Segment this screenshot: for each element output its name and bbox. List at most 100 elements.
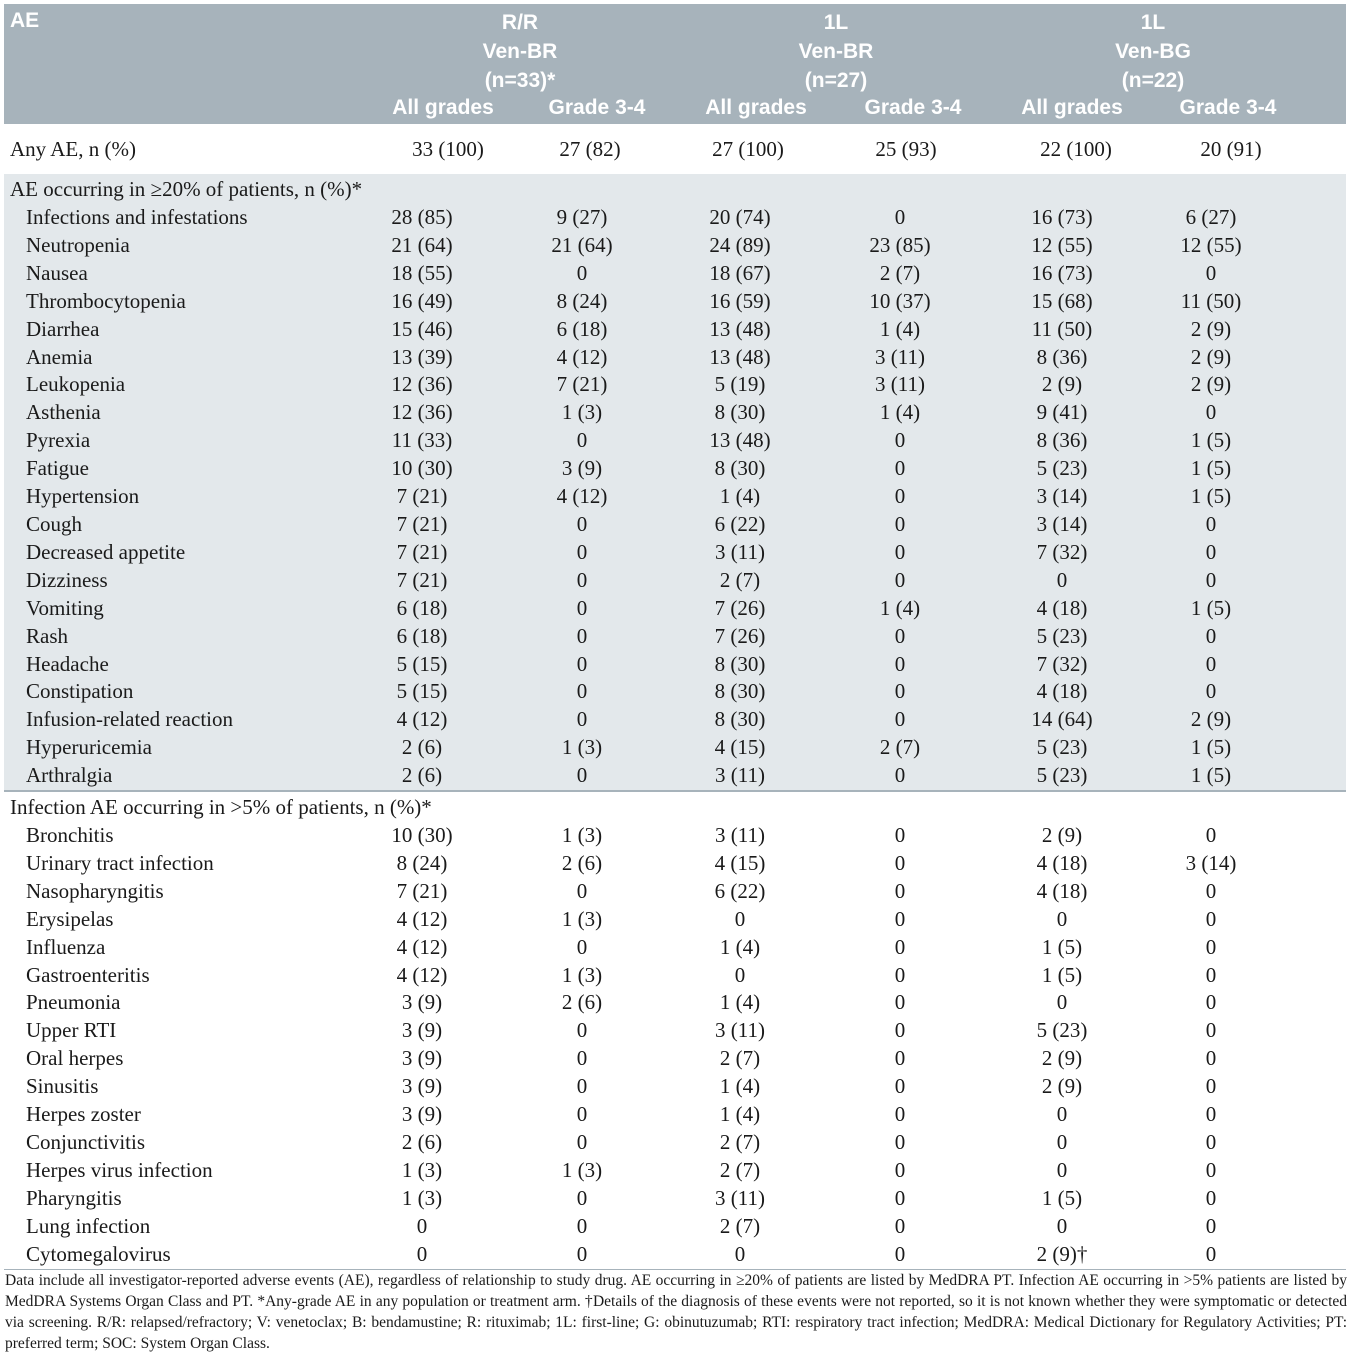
subheader-all-grades: All grades	[705, 96, 807, 119]
row-label: Thrombocytopenia	[26, 288, 186, 313]
table-cell: 12 (55)	[1180, 232, 1242, 257]
table-cell: 0	[1056, 1213, 1068, 1238]
table-cell: 1 (3)	[561, 1157, 603, 1182]
table-cell: 0	[894, 679, 906, 704]
row-label: Herpes zoster	[26, 1102, 141, 1127]
table-cell: 0	[1205, 260, 1217, 285]
table-cell: 6 (18)	[556, 316, 608, 341]
table-cell: 5 (15)	[396, 679, 448, 704]
row-label: Cough	[26, 511, 83, 536]
table-cell: 0	[576, 428, 588, 453]
table-row: Nausea 18 (55) 0 18 (67) 2 (7) 16 (73) 0	[4, 259, 1346, 288]
table-cell: 7 (21)	[556, 372, 608, 397]
table-cell: 8 (30)	[714, 651, 766, 676]
table-cell: 1 (3)	[561, 962, 603, 987]
table-cell: 13 (48)	[709, 344, 771, 369]
table-cell: 0	[894, 511, 906, 536]
table-cell: 10 (30)	[391, 456, 453, 481]
table-cell: 25 (93)	[875, 137, 937, 161]
table-row: Anemia 13 (39) 4 (12) 13 (48) 3 (11) 8 (36) 2 …	[4, 343, 1346, 372]
table-cell: 0	[734, 962, 746, 987]
table-cell: 0	[1205, 962, 1217, 987]
table-cell: 13 (48)	[709, 428, 771, 453]
table-cell: 3 (11)	[875, 344, 925, 369]
table-cell: 2 (6)	[401, 1130, 443, 1154]
table-cell: 0	[1205, 1074, 1217, 1099]
row-label: Infusion-related reaction	[26, 707, 233, 732]
table-row: Erysipelas 4 (12) 1 (3) 0 0 0 0	[4, 906, 1346, 934]
table-cell: 0	[894, 456, 906, 481]
row-label: Headache	[26, 651, 109, 676]
table-row: Asthenia 12 (36) 1 (3) 8 (30) 1 (4) 9 (41) 0	[4, 399, 1346, 428]
arm-line: Ven-BG	[1115, 40, 1191, 63]
table-cell: 0	[1205, 1213, 1217, 1238]
table-cell: 4 (18)	[1036, 595, 1088, 620]
table-cell: 0	[576, 934, 588, 959]
table-row: Oral herpes 3 (9) 0 2 (7) 0 2 (9) 0	[4, 1045, 1346, 1073]
table-cell: 0	[1056, 1102, 1068, 1127]
table-cell: 2 (6)	[561, 990, 603, 1015]
table-cell: 0	[1205, 651, 1217, 676]
table-cell: 0	[894, 539, 906, 564]
table-cell: 4 (18)	[1036, 850, 1088, 875]
section-title: AE occurring in ≥20% of patients, n (%)*	[10, 177, 363, 201]
table-cell: 21 (64)	[551, 232, 613, 257]
table-cell: 0	[576, 1241, 588, 1266]
table-cell: 1 (4)	[879, 400, 921, 425]
table-cell: 2 (7)	[879, 735, 921, 760]
table-row: Conjunctivitis 2 (6) 0 2 (7) 0 0 0	[4, 1129, 1346, 1157]
row-label: Fatigue	[26, 456, 89, 481]
table-cell: 8 (24)	[556, 288, 608, 313]
table-row: Sinusitis 3 (9) 0 1 (4) 0 2 (9) 0	[4, 1073, 1346, 1101]
table-row: Arthralgia 2 (6) 0 3 (11) 0 5 (23) 1 (5)	[4, 762, 1346, 792]
table-cell: 8 (30)	[714, 400, 766, 425]
table-row: Infusion-related reaction 4 (12) 0 8 (30) 0 1…	[4, 706, 1346, 735]
table-cell: 0	[1205, 1102, 1217, 1127]
section-title: Infection AE occurring in >5% of patient…	[4, 790, 1346, 823]
table-cell: 1 (5)	[1190, 735, 1232, 760]
table-cell: 0	[576, 651, 588, 676]
row-label: Asthenia	[26, 400, 101, 425]
table-row: Fatigue 10 (30) 3 (9) 8 (30) 0 5 (23) 1 (5)	[4, 455, 1346, 484]
table-cell: 15 (68)	[1031, 288, 1093, 313]
table-cell: 3 (11)	[875, 372, 925, 397]
table-row: Hypertension 7 (21) 4 (12) 1 (4) 0 3 (14) 1 (5…	[4, 483, 1346, 511]
table-cell: 20 (91)	[1200, 137, 1262, 161]
table-cell: 1 (5)	[1190, 456, 1232, 481]
row-label: Gastroenteritis	[26, 962, 150, 987]
table-cell: 2 (7)	[719, 1130, 761, 1154]
table-cell: 3 (11)	[715, 539, 765, 564]
table-cell: 0	[894, 962, 906, 987]
table-cell: 0	[894, 1241, 906, 1266]
table-cell: 0	[576, 1130, 588, 1154]
table-cell: 3 (11)	[715, 763, 765, 788]
table-cell: 0	[894, 205, 906, 229]
table-cell: 10 (37)	[869, 288, 931, 313]
table-cell: 1 (3)	[561, 400, 603, 425]
table-row: Lung infection 0 0 2 (7) 0 0 0	[4, 1213, 1346, 1241]
row-label: Any AE, n (%)	[10, 137, 136, 161]
table-cell: 0	[576, 763, 588, 788]
row-label: Constipation	[26, 679, 134, 704]
table-cell: 1 (4)	[719, 934, 761, 959]
table-cell: 0	[576, 1018, 588, 1043]
table-cell: 0	[576, 260, 588, 285]
table-cell: 16 (49)	[391, 288, 453, 313]
table-row: Leukopenia 12 (36) 7 (21) 5 (19) 3 (11) 2 (9)…	[4, 371, 1346, 400]
ae-table: Any AE, n (%) 33 (100) 27 (82) 27 (100) 25 (…	[4, 124, 1346, 1269]
row-label: Cytomegalovirus	[26, 1241, 171, 1266]
table-cell: 8 (36)	[1036, 344, 1088, 369]
header-ae-label: AE	[10, 9, 40, 32]
row-label: Urinary tract infection	[26, 850, 214, 875]
table-cell: 0	[576, 623, 588, 648]
table-cell: 3 (9)	[401, 1046, 443, 1071]
table-cell: 0	[416, 1213, 428, 1238]
table-cell: 0	[894, 1213, 906, 1238]
table-cell: 3 (14)	[1036, 511, 1088, 536]
table-cell: 3 (9)	[401, 990, 443, 1015]
table-cell: 0	[1205, 539, 1217, 564]
table-cell: 0	[894, 623, 906, 648]
table-cell: 0	[1056, 567, 1068, 592]
table-row: Upper RTI 3 (9) 0 3 (11) 0 5 (23) 0	[4, 1017, 1346, 1045]
table-cell: 2 (7)	[719, 567, 761, 592]
